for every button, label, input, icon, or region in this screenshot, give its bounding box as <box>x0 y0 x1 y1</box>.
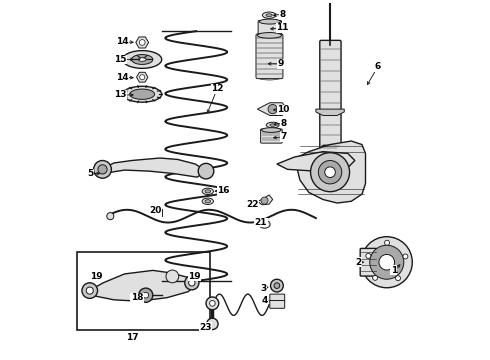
Ellipse shape <box>262 12 276 18</box>
Ellipse shape <box>266 122 279 128</box>
Circle shape <box>143 292 148 298</box>
Ellipse shape <box>205 190 211 193</box>
Text: 3: 3 <box>261 284 267 293</box>
Text: 13: 13 <box>114 90 126 99</box>
Text: 9: 9 <box>277 59 284 68</box>
Polygon shape <box>136 37 148 48</box>
Text: 8: 8 <box>280 119 286 128</box>
FancyBboxPatch shape <box>256 34 283 78</box>
Circle shape <box>98 165 107 174</box>
Circle shape <box>385 240 390 245</box>
Circle shape <box>261 197 268 204</box>
Circle shape <box>270 279 283 292</box>
Text: 22: 22 <box>246 199 258 208</box>
FancyBboxPatch shape <box>261 129 282 143</box>
Ellipse shape <box>270 124 275 126</box>
Text: 21: 21 <box>255 218 267 227</box>
Circle shape <box>139 40 145 45</box>
Circle shape <box>198 163 214 179</box>
Circle shape <box>325 167 335 177</box>
Polygon shape <box>87 270 196 301</box>
Ellipse shape <box>122 51 162 68</box>
Ellipse shape <box>262 128 281 132</box>
Circle shape <box>139 288 153 302</box>
Circle shape <box>166 270 179 283</box>
FancyBboxPatch shape <box>270 294 285 302</box>
Ellipse shape <box>262 222 268 226</box>
Text: 6: 6 <box>375 62 381 71</box>
Circle shape <box>268 104 277 114</box>
Ellipse shape <box>259 31 280 35</box>
Polygon shape <box>294 141 366 203</box>
Text: 14: 14 <box>117 73 129 82</box>
Circle shape <box>372 275 378 280</box>
FancyBboxPatch shape <box>76 252 210 330</box>
Circle shape <box>366 253 371 258</box>
Ellipse shape <box>130 89 155 99</box>
Text: 4: 4 <box>261 296 268 305</box>
Polygon shape <box>277 152 355 171</box>
Text: 16: 16 <box>218 186 230 195</box>
Circle shape <box>189 280 195 286</box>
Polygon shape <box>316 109 344 116</box>
Text: 19: 19 <box>91 272 103 281</box>
Polygon shape <box>137 72 148 82</box>
Circle shape <box>82 283 98 298</box>
Text: 20: 20 <box>149 206 162 215</box>
Polygon shape <box>257 195 272 205</box>
Ellipse shape <box>202 188 214 194</box>
Circle shape <box>370 245 404 279</box>
Circle shape <box>395 276 400 281</box>
Text: 14: 14 <box>117 37 129 46</box>
Circle shape <box>140 75 145 80</box>
Text: 11: 11 <box>276 23 289 32</box>
Ellipse shape <box>266 14 272 17</box>
Circle shape <box>86 287 93 294</box>
Circle shape <box>185 276 199 290</box>
Text: 8: 8 <box>279 10 285 19</box>
Circle shape <box>318 161 342 184</box>
Circle shape <box>379 255 394 270</box>
FancyBboxPatch shape <box>270 301 285 308</box>
Text: 10: 10 <box>277 105 290 114</box>
Ellipse shape <box>122 86 162 102</box>
Circle shape <box>311 153 349 192</box>
Polygon shape <box>257 103 288 116</box>
Circle shape <box>361 237 412 288</box>
Circle shape <box>206 297 219 310</box>
Ellipse shape <box>257 32 282 38</box>
Circle shape <box>207 318 218 329</box>
FancyBboxPatch shape <box>322 145 338 188</box>
Ellipse shape <box>259 19 280 24</box>
Circle shape <box>274 283 280 288</box>
FancyBboxPatch shape <box>320 40 341 153</box>
Text: 19: 19 <box>188 272 201 281</box>
Ellipse shape <box>132 54 153 64</box>
Ellipse shape <box>138 58 146 61</box>
Circle shape <box>94 161 111 178</box>
Ellipse shape <box>259 220 270 228</box>
Text: 2: 2 <box>355 258 362 267</box>
Circle shape <box>107 213 114 220</box>
Circle shape <box>210 301 215 306</box>
Text: 15: 15 <box>114 55 126 64</box>
Polygon shape <box>101 158 206 177</box>
Text: 5: 5 <box>88 169 94 178</box>
Text: 1: 1 <box>391 266 397 275</box>
FancyBboxPatch shape <box>360 248 377 276</box>
Text: 7: 7 <box>280 132 287 141</box>
FancyBboxPatch shape <box>258 21 282 34</box>
Ellipse shape <box>257 75 282 80</box>
Ellipse shape <box>205 200 211 203</box>
Ellipse shape <box>202 198 214 204</box>
Text: 12: 12 <box>211 84 223 93</box>
Circle shape <box>403 254 408 259</box>
Text: 17: 17 <box>126 333 139 342</box>
Text: 18: 18 <box>131 293 143 302</box>
Text: 23: 23 <box>199 323 212 332</box>
